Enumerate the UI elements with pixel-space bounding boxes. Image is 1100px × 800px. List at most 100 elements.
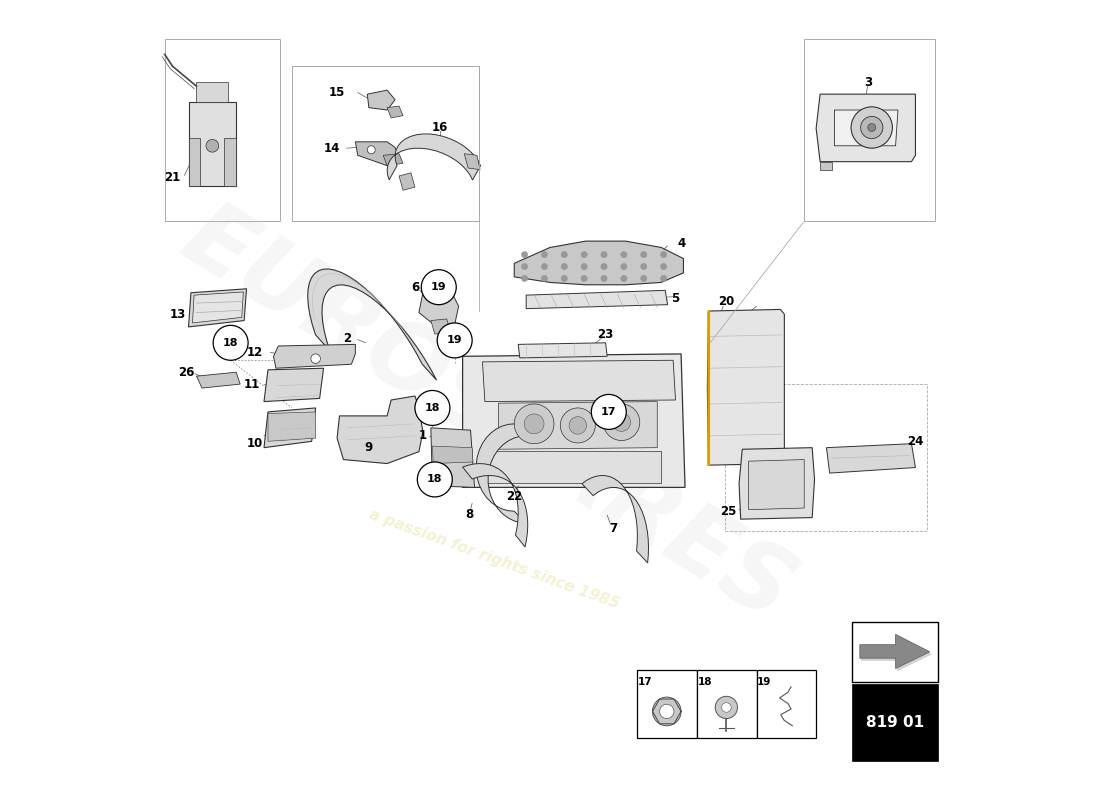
Circle shape bbox=[660, 251, 667, 258]
Circle shape bbox=[601, 275, 607, 282]
Circle shape bbox=[561, 275, 568, 282]
Polygon shape bbox=[518, 342, 607, 358]
Circle shape bbox=[601, 251, 607, 258]
Circle shape bbox=[715, 696, 737, 718]
Circle shape bbox=[640, 251, 647, 258]
Text: 25: 25 bbox=[720, 505, 737, 518]
Circle shape bbox=[613, 413, 630, 431]
Polygon shape bbox=[197, 82, 229, 102]
Text: 7: 7 bbox=[609, 522, 617, 535]
Text: EUROSPARES: EUROSPARES bbox=[165, 191, 808, 641]
Polygon shape bbox=[192, 292, 243, 323]
Polygon shape bbox=[387, 106, 403, 118]
Circle shape bbox=[541, 263, 548, 270]
Text: 24: 24 bbox=[908, 435, 924, 448]
Polygon shape bbox=[188, 289, 246, 327]
Text: 9: 9 bbox=[365, 441, 373, 454]
Circle shape bbox=[561, 251, 568, 258]
Circle shape bbox=[525, 414, 544, 434]
Polygon shape bbox=[486, 451, 661, 483]
Bar bbox=[725, 384, 927, 531]
Polygon shape bbox=[367, 90, 395, 110]
Polygon shape bbox=[308, 269, 437, 380]
Polygon shape bbox=[707, 310, 784, 465]
Text: 6: 6 bbox=[410, 281, 419, 294]
Polygon shape bbox=[749, 459, 804, 510]
Circle shape bbox=[213, 326, 249, 360]
Polygon shape bbox=[383, 154, 403, 166]
Circle shape bbox=[541, 275, 548, 282]
Text: 1: 1 bbox=[419, 430, 427, 442]
Polygon shape bbox=[498, 402, 658, 450]
Polygon shape bbox=[188, 138, 200, 186]
Circle shape bbox=[660, 704, 674, 718]
Circle shape bbox=[640, 275, 647, 282]
Circle shape bbox=[660, 263, 667, 270]
Circle shape bbox=[311, 354, 320, 363]
Circle shape bbox=[521, 251, 528, 258]
Polygon shape bbox=[816, 94, 915, 162]
Polygon shape bbox=[860, 634, 930, 669]
Bar bbox=[804, 38, 935, 222]
Circle shape bbox=[660, 275, 667, 282]
Bar bbox=[165, 38, 279, 222]
Text: 11: 11 bbox=[244, 378, 261, 390]
Polygon shape bbox=[188, 102, 236, 186]
Bar bbox=[757, 670, 816, 738]
Circle shape bbox=[603, 404, 640, 441]
Circle shape bbox=[560, 408, 595, 443]
Text: 15: 15 bbox=[329, 86, 345, 99]
Circle shape bbox=[541, 251, 548, 258]
Polygon shape bbox=[268, 412, 316, 442]
Polygon shape bbox=[224, 138, 236, 186]
Text: 5: 5 bbox=[671, 292, 680, 305]
Text: 8: 8 bbox=[465, 508, 473, 521]
Polygon shape bbox=[821, 162, 832, 170]
Text: 23: 23 bbox=[597, 328, 614, 342]
Text: 22: 22 bbox=[506, 490, 522, 503]
Polygon shape bbox=[419, 290, 459, 329]
Circle shape bbox=[581, 251, 587, 258]
Text: 21: 21 bbox=[165, 171, 180, 184]
Circle shape bbox=[868, 123, 876, 131]
Text: 4: 4 bbox=[676, 237, 685, 250]
Polygon shape bbox=[274, 344, 355, 368]
Text: 10: 10 bbox=[246, 437, 263, 450]
Polygon shape bbox=[826, 444, 915, 473]
Bar bbox=[292, 66, 478, 222]
Text: a passion for rights since 1985: a passion for rights since 1985 bbox=[367, 506, 622, 611]
Text: 19: 19 bbox=[431, 282, 447, 292]
Polygon shape bbox=[861, 637, 932, 671]
Circle shape bbox=[417, 462, 452, 497]
Circle shape bbox=[860, 116, 883, 138]
Text: 19: 19 bbox=[757, 677, 772, 687]
Circle shape bbox=[592, 394, 626, 430]
Text: 26: 26 bbox=[178, 366, 195, 378]
Text: 17: 17 bbox=[601, 407, 616, 417]
Text: 18: 18 bbox=[697, 677, 712, 687]
Polygon shape bbox=[264, 368, 323, 402]
Polygon shape bbox=[197, 372, 240, 388]
Circle shape bbox=[620, 251, 627, 258]
Circle shape bbox=[521, 275, 528, 282]
Bar bbox=[851, 684, 937, 762]
Circle shape bbox=[601, 263, 607, 270]
Polygon shape bbox=[582, 475, 649, 563]
Circle shape bbox=[569, 417, 586, 434]
Circle shape bbox=[367, 146, 375, 154]
Circle shape bbox=[581, 263, 587, 270]
Circle shape bbox=[415, 390, 450, 426]
Bar bbox=[637, 670, 697, 738]
Polygon shape bbox=[387, 134, 481, 180]
Circle shape bbox=[421, 270, 456, 305]
Polygon shape bbox=[515, 241, 683, 285]
Circle shape bbox=[561, 263, 568, 270]
Text: 18: 18 bbox=[427, 474, 442, 485]
Polygon shape bbox=[526, 290, 668, 309]
Polygon shape bbox=[337, 396, 422, 463]
Text: 3: 3 bbox=[864, 76, 872, 89]
Bar bbox=[851, 622, 937, 682]
Circle shape bbox=[620, 275, 627, 282]
Polygon shape bbox=[431, 319, 451, 334]
Polygon shape bbox=[835, 110, 898, 146]
